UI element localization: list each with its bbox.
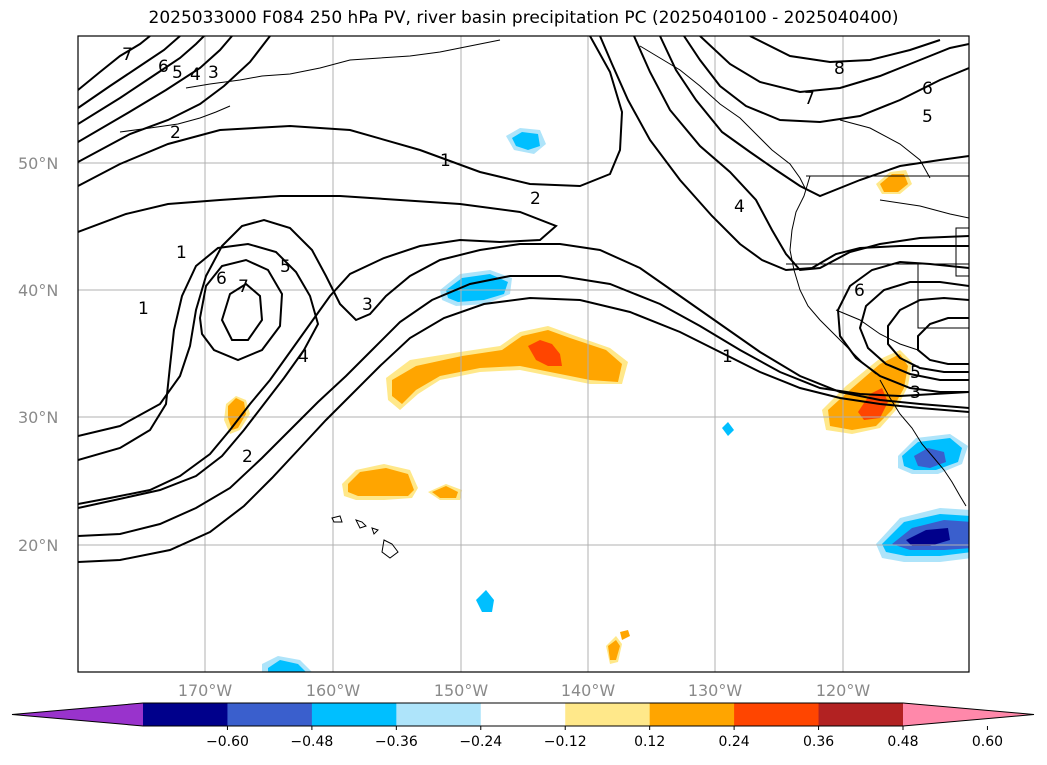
colorbar-tick-label: 0.24 [719,734,750,750]
contour-label: 7 [122,45,133,65]
colorbar-tick-label: −0.60 [206,734,249,750]
contour-label: 5 [172,63,183,83]
lon-label-140w: 140°W [561,681,616,700]
contour-label: 6 [922,79,933,99]
contour-label: 1 [138,299,149,319]
pv-contours [78,36,969,563]
colorbar-tick-label: −0.12 [544,734,587,750]
contour-label: 2 [242,447,253,467]
colorbar-tick-label: −0.36 [375,734,418,750]
lat-axis: 50°N 40°N 30°N 20°N [18,154,58,555]
contour-label: 4 [298,347,309,367]
contour-labels: 7 6 5 4 3 2 1 2 1 8 7 6 5 4 5 6 7 1 4 3 … [122,45,933,467]
colorbar-segment [227,703,313,726]
contour-label: 5 [280,257,291,277]
contour-label: 7 [238,277,249,297]
graticule [78,36,969,672]
colorbar-tick-label: 0.48 [887,734,918,750]
contour-label: 6 [854,281,865,301]
colorbar-extend-high [903,703,1034,726]
contour-label: 6 [158,57,169,77]
contour-label: 3 [910,383,921,403]
contour-label: 7 [804,89,815,109]
colorbar: −0.60 −0.48 −0.36 −0.24 −0.12 0.12 0.24 0.36 0.4… [11,702,1035,750]
lon-label-150w: 150°W [434,681,489,700]
contour-label: 2 [170,123,181,143]
contour-label: 3 [208,63,219,83]
colorbar-segment [734,703,820,726]
colorbar-segment [311,703,397,726]
colorbar-segment [818,703,904,726]
lon-axis: 170°W 160°W 150°W 140°W 130°W 120°W [178,681,871,700]
colorbar-extend-low [12,703,143,726]
colorbar-segment [480,703,566,726]
colorbar-segment [396,703,482,726]
contour-label: 1 [440,151,451,171]
contour-label: 5 [910,363,921,383]
contour-label: 5 [922,107,933,127]
colorbar-tick-label: 0.12 [634,734,665,750]
colorbar-tick-label: 0.36 [803,734,834,750]
contour-label: 1 [722,347,733,367]
lon-label-160w: 160°W [306,681,361,700]
lat-label-50n: 50°N [18,154,58,173]
lon-label-170w: 170°W [178,681,233,700]
contour-label: 6 [216,269,227,289]
contour-label: 4 [734,197,745,217]
colorbar-tick-label: −0.24 [459,734,502,750]
colorbar-segment [565,703,651,726]
contour-label: 1 [176,243,187,263]
contour-label: 4 [190,65,201,85]
precip-positive-anomalies [224,170,912,664]
colorbar-outline [11,702,1035,727]
map-frame [77,35,970,673]
colorbar-tick-label: −0.48 [290,734,333,750]
colorbar-segment [143,703,228,726]
colorbar-tick-label: 0.60 [972,734,1003,750]
lat-label-40n: 40°N [18,281,58,300]
lat-label-20n: 20°N [18,536,58,555]
contour-label: 3 [362,295,373,315]
colorbar-segment [649,703,735,726]
contour-label: 8 [834,59,845,79]
lon-label-130w: 130°W [688,681,743,700]
lon-label-120w: 120°W [816,681,871,700]
map-title: 2025033000 F084 250 hPa PV, river basin … [148,8,899,28]
contour-label: 2 [530,189,541,209]
lat-label-30n: 30°N [18,408,58,427]
